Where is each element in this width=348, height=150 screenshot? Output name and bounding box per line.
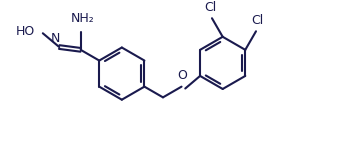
Text: O: O bbox=[177, 69, 188, 82]
Text: Cl: Cl bbox=[204, 1, 216, 14]
Text: N: N bbox=[51, 32, 60, 45]
Text: HO: HO bbox=[16, 25, 35, 38]
Text: NH₂: NH₂ bbox=[71, 12, 94, 25]
Text: Cl: Cl bbox=[252, 14, 264, 27]
